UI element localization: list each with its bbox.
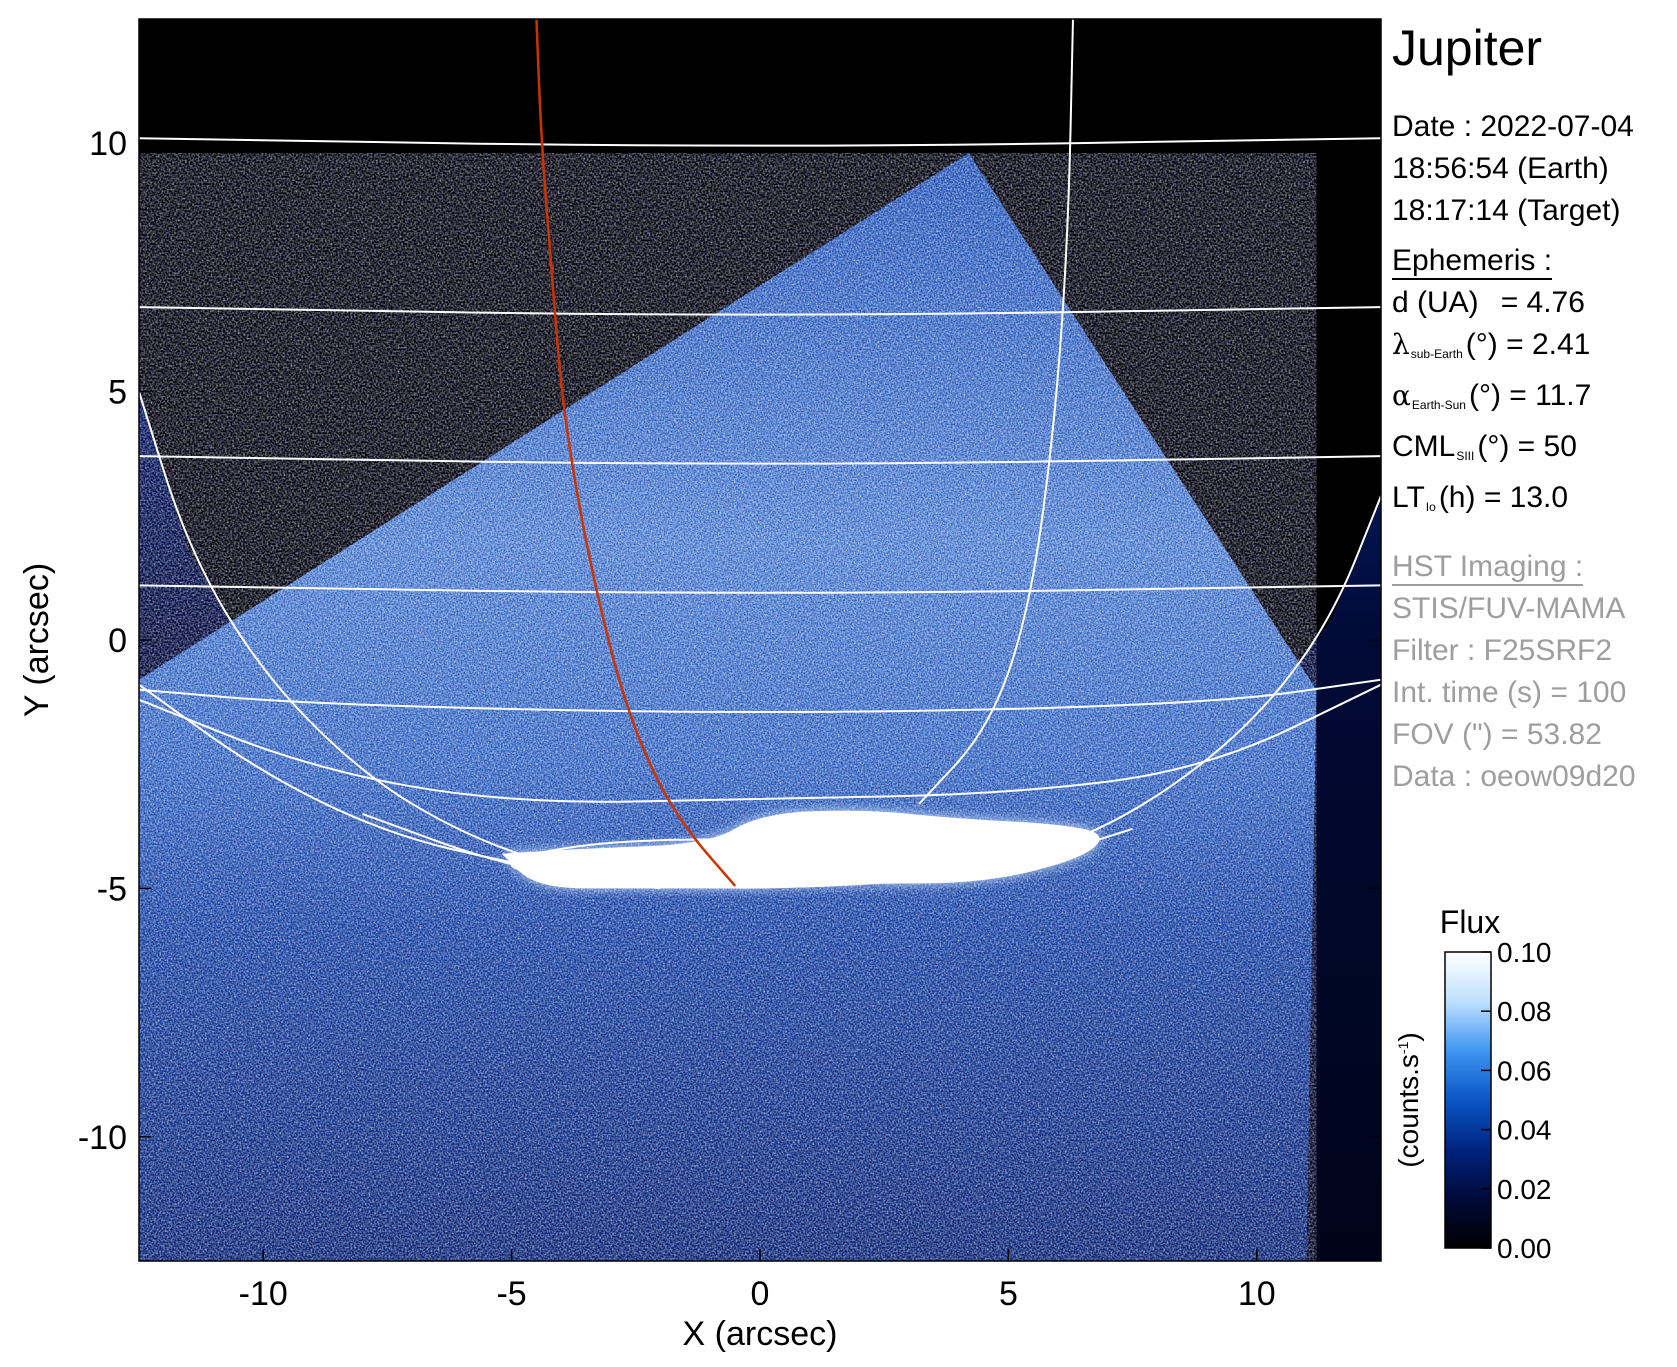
x-tick-label: -10 [239,1275,288,1313]
info-panel: Jupiter Date : 2022-07-04 18:56:54 (Eart… [1392,18,1672,798]
x-axis-label: X (arcsec) [683,1315,838,1353]
sub-earth-latitude-row: λsub-Earth (°) = 2.41 [1392,324,1672,375]
x-tick-label: 0 [751,1275,770,1313]
alpha-subscript: Earth-Sun [1411,398,1466,412]
x-tick-label: 10 [1238,1275,1276,1313]
colorbar-unit-label: (counts.s-1) [1393,1032,1424,1167]
lt-value: (h) = 13.0 [1438,481,1569,514]
local-time-row: LTIo (h) = 13.0 [1392,477,1672,528]
longitude-line-1 [918,19,1074,805]
colorbar: Flux 0.10 0.08 0.06 0.04 0.02 0.00 (counts.s-… [1393,904,1552,1264]
hst-imaging-header: HST Imaging : [1392,550,1584,586]
cml-value: (°) = 50 [1477,430,1577,463]
colorbar-tick-label: 0.06 [1497,1055,1552,1086]
colorbar-tick-label: 0.00 [1497,1233,1552,1264]
colorbar-gradient [1444,951,1492,1249]
earth-time: 18:56:54 (Earth) [1392,152,1609,185]
field-of-view: FOV (") = 53.82 [1392,718,1602,751]
cml-label: CML [1392,430,1456,463]
alpha-symbol: α [1392,379,1411,412]
x-axis: -10 -5 0 5 10 [239,19,1276,1313]
lt-label: LT [1392,481,1425,514]
plot-area: -10 -5 0 5 10 -10 -5 0 5 10 X (arcsec) Y (arcsec… [18,18,1382,1353]
dataset-id: Data : oeow09d20 [1392,760,1636,793]
disk-noise [139,153,1317,1261]
latitude-line-5 [139,678,1381,714]
planet-title: Jupiter [1392,20,1543,76]
distance-row: d (UA) = 4.76 [1392,282,1672,324]
latitude-line-2 [139,306,1381,316]
cml-row: CMLSIII (°) = 50 [1392,426,1672,477]
target-time: 18:17:14 (Target) [1392,194,1621,227]
lambda-subscript: sub-Earth [1410,347,1463,361]
y-tick-label: -5 [97,870,127,908]
longitude-line-3 [362,812,661,890]
planetographic-grid [139,19,1381,890]
y-tick-label: 0 [108,622,127,660]
y-axis-label: Y (arcsec) [18,563,56,717]
latitude-line-4 [139,584,1381,594]
distance-value: = 4.76 [1500,286,1585,319]
latitude-line-6 [139,683,1381,803]
colorbar-tick-label: 0.02 [1497,1174,1552,1205]
x-tick-label: -5 [496,1275,526,1313]
y-axis: -10 -5 0 5 10 [78,125,1381,1157]
y-tick-label: 10 [89,125,127,163]
date-line: Date : 2022-07-04 [1392,110,1634,143]
colorbar-tick-label: 0.08 [1497,996,1552,1027]
colorbar-title: Flux [1440,904,1500,940]
colorbar-tick-label: 0.10 [1497,937,1552,968]
ephemeris-header: Ephemeris : [1392,244,1553,280]
colorbar-tick-label: 0.04 [1497,1115,1552,1146]
filter: Filter : F25SRF2 [1392,634,1613,667]
integration-time: Int. time (s) = 100 [1392,676,1627,709]
latitude-line-3 [139,455,1381,465]
io-footprint-line [535,19,737,887]
instrument: STIS/FUV-MAMA [1392,592,1626,625]
distance-label: d (UA) [1392,286,1479,319]
y-tick-label: 5 [108,374,127,412]
disk-noise-dark [139,153,1317,1261]
phase-angle-row: αEarth-Sun (°) = 11.7 [1392,375,1672,426]
auroral-oval-contour [510,838,852,882]
y-tick-label: -10 [78,1119,127,1157]
lambda-symbol: λ [1392,328,1410,361]
sub-earth-latitude-value: (°) = 2.41 [1465,328,1591,361]
colorbar-ticks: 0.10 0.08 0.06 0.04 0.02 0.00 [1481,937,1552,1264]
longitude-line-2 [139,683,1133,889]
x-tick-label: 5 [999,1275,1018,1313]
latitude-line-1 [139,137,1381,147]
main-auroral-oval [501,810,1100,889]
lt-subscript: Io [1425,500,1436,514]
cml-subscript: SIII [1456,449,1475,463]
phase-angle-value: (°) = 11.7 [1468,379,1592,412]
planet-limb [139,391,1381,889]
